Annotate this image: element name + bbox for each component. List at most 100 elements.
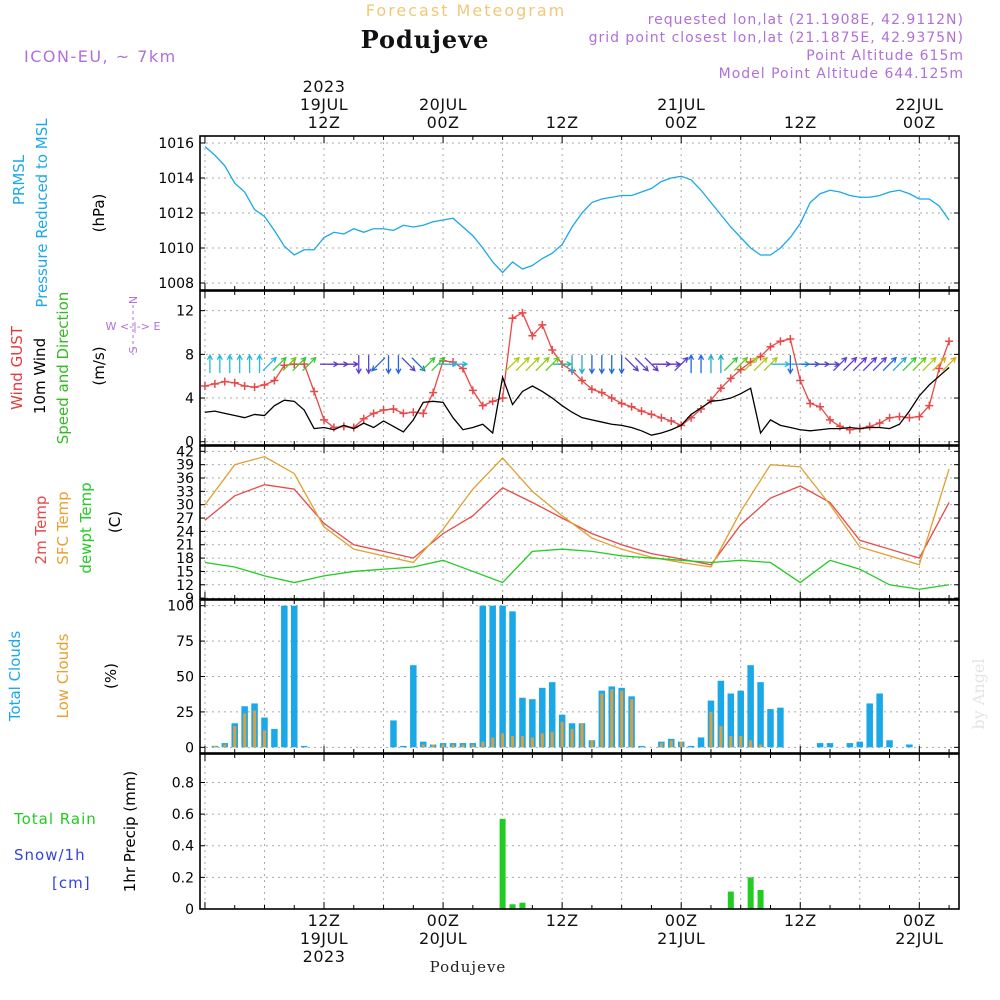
temperature-series-0-line: [204, 484, 950, 566]
wind-arrow: [568, 355, 576, 375]
clouds-bar: [856, 741, 864, 748]
wind-gust-marker: [925, 401, 934, 410]
wind-gust-marker: [577, 376, 586, 385]
wind-gust-marker: [359, 414, 368, 423]
clouds-bar: [441, 744, 445, 748]
temperature-ytick-label: 9: [185, 591, 194, 607]
location-title: Podujeve: [361, 25, 490, 54]
temperature-frame: [199, 445, 960, 600]
wind-gust-marker: [756, 352, 765, 361]
temperature-ytick-label: 33: [176, 484, 194, 500]
wind-arrow: [707, 353, 715, 374]
wind-arrow: [882, 356, 897, 372]
wind-arrow: [674, 356, 689, 372]
wind-arrow: [787, 355, 794, 375]
wind-gust-marker: [389, 404, 398, 413]
wind-gust-marker: [250, 383, 259, 392]
wind-arrow: [733, 356, 749, 372]
precip-ytick-label: 0.2: [172, 870, 194, 886]
wind-arrow: [598, 355, 605, 375]
wind-arrow: [644, 357, 659, 372]
wind-arrow: [262, 356, 277, 372]
temperature-ytick-label: 27: [176, 511, 194, 527]
top-time-label: 00Z: [665, 113, 698, 132]
clouds-bar: [519, 697, 526, 748]
wind-gust-marker: [816, 402, 825, 411]
precip-ytick-label: 0.6: [172, 807, 194, 823]
pressure-ytick-label: 1010: [158, 241, 194, 257]
wind-gust-marker: [776, 337, 785, 346]
wind-arrow: [515, 356, 530, 372]
wind-gust-marker: [488, 397, 497, 406]
wind-arrow: [395, 355, 402, 375]
wind-arrow: [401, 357, 416, 372]
pressure-unit: (hPa): [90, 194, 108, 233]
clouds-bar: [669, 740, 673, 748]
clouds-frame: [199, 599, 960, 754]
wind-arrow: [912, 356, 927, 372]
precip-frame: [199, 753, 960, 910]
bottom-time-label: 12Z: [308, 911, 341, 930]
wind-arrow: [862, 356, 878, 372]
clouds-bar: [590, 740, 594, 748]
clouds-bar: [489, 605, 496, 748]
bottom-time-label: 12Z: [546, 911, 579, 930]
temperature-ytick-label: 36: [176, 471, 194, 487]
clouds-bar: [281, 605, 288, 748]
clouds-bar: [451, 744, 455, 748]
total-clouds-label: Total Clouds: [6, 631, 24, 723]
clouds-bar: [491, 737, 495, 748]
clouds-bar: [431, 744, 435, 748]
total-rain-label: Total Rain: [13, 810, 97, 828]
wind-series-1-line: [204, 366, 950, 436]
wind-gust-marker: [260, 380, 269, 389]
clouds-bar: [719, 726, 723, 748]
wind-arrow: [723, 356, 739, 372]
wind-frame: [199, 290, 960, 446]
wind-arrow: [292, 356, 307, 372]
precip-grid: [200, 754, 959, 910]
wind-arrow: [833, 356, 848, 372]
temperature-series-1-line: [204, 455, 950, 568]
wind-arrow: [365, 355, 372, 375]
clouds-bar: [421, 744, 425, 748]
clouds-bar: [727, 693, 735, 748]
wind-arrow: [763, 356, 778, 372]
wind-arrow: [421, 356, 436, 372]
clouds-bar: [630, 699, 634, 748]
wind-gust-marker: [935, 364, 944, 373]
wind-gust-marker: [915, 412, 924, 421]
bottom-time-label: 00Z: [903, 911, 936, 930]
wind-arrow: [525, 356, 540, 372]
temp-sfc-label: SFC Temp: [54, 491, 72, 564]
pressure-label-prmsl: PRMSL: [10, 154, 28, 205]
wind-arrow: [842, 356, 858, 372]
clouds-bar: [548, 682, 556, 748]
wind-arrow: [608, 355, 615, 375]
precip-ytick-label: 0: [185, 902, 194, 918]
top-time-label: 12Z: [546, 113, 579, 132]
wind-unit: (m/s): [90, 346, 108, 385]
wind-arrow: [226, 353, 233, 374]
temperature-series-2-line: [204, 548, 950, 590]
clouds-bar: [481, 741, 485, 748]
pressure-grid: [200, 136, 959, 290]
clouds-bar: [540, 733, 544, 748]
top-time-label: 22JUL: [895, 95, 943, 114]
point-altitude: Point Altitude 615m: [806, 48, 964, 64]
temperature-grid: [200, 446, 959, 599]
wind-arrow: [282, 356, 297, 372]
top-time-label: 2023: [303, 77, 346, 96]
wind-gust-marker: [865, 422, 874, 431]
wind-ytick-label: 12: [176, 304, 194, 320]
wind-gust-marker: [647, 410, 656, 419]
wind-gust-marker: [766, 342, 775, 351]
wind-arrow: [588, 355, 595, 375]
wind-gust-marker: [637, 407, 646, 416]
wind-gust-marker: [587, 385, 596, 394]
wind-gust-marker: [706, 396, 715, 405]
footer-location: Podujeve: [430, 958, 507, 976]
top-time-label: 19JUL: [300, 95, 348, 114]
